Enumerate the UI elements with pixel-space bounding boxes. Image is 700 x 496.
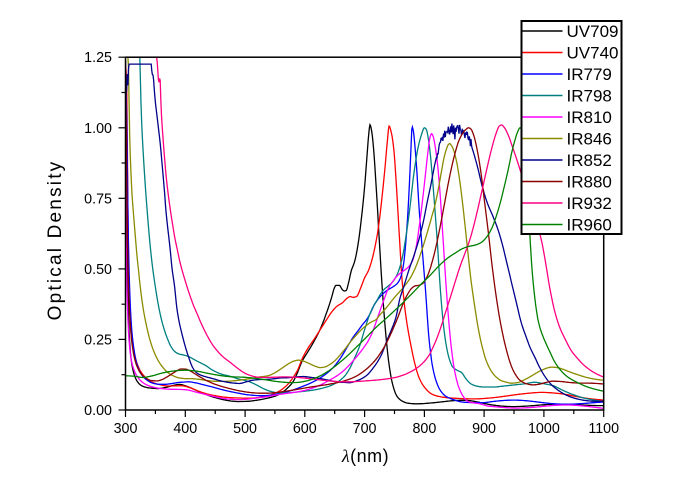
svg-text:700: 700 <box>353 421 377 437</box>
svg-text:0.25: 0.25 <box>84 332 112 348</box>
svg-text:UV740: UV740 <box>567 44 619 63</box>
svg-text:IR798: IR798 <box>567 87 612 106</box>
svg-text:900: 900 <box>472 421 496 437</box>
svg-text:300: 300 <box>114 421 138 437</box>
svg-text:0.00: 0.00 <box>84 403 112 419</box>
svg-text:1000: 1000 <box>528 421 560 437</box>
svg-text:λ(nm): λ(nm) <box>341 446 389 466</box>
svg-text:IR960: IR960 <box>567 216 612 235</box>
svg-text:1.25: 1.25 <box>84 50 112 66</box>
svg-text:IR779: IR779 <box>567 65 612 84</box>
svg-text:1100: 1100 <box>588 421 619 437</box>
svg-text:IR810: IR810 <box>567 108 612 127</box>
svg-text:UV709: UV709 <box>567 22 619 41</box>
svg-text:0.50: 0.50 <box>84 262 112 278</box>
svg-text:600: 600 <box>293 421 317 437</box>
svg-text:IR852: IR852 <box>567 151 612 170</box>
svg-text:800: 800 <box>412 421 436 437</box>
svg-text:IR846: IR846 <box>567 130 612 149</box>
svg-text:IR932: IR932 <box>567 194 612 213</box>
svg-text:500: 500 <box>233 421 257 437</box>
svg-text:400: 400 <box>173 421 197 437</box>
svg-text:IR880: IR880 <box>567 173 612 192</box>
svg-text:1.00: 1.00 <box>84 121 112 137</box>
svg-text:Optical Density: Optical Density <box>45 160 66 321</box>
svg-text:0.75: 0.75 <box>84 191 112 207</box>
